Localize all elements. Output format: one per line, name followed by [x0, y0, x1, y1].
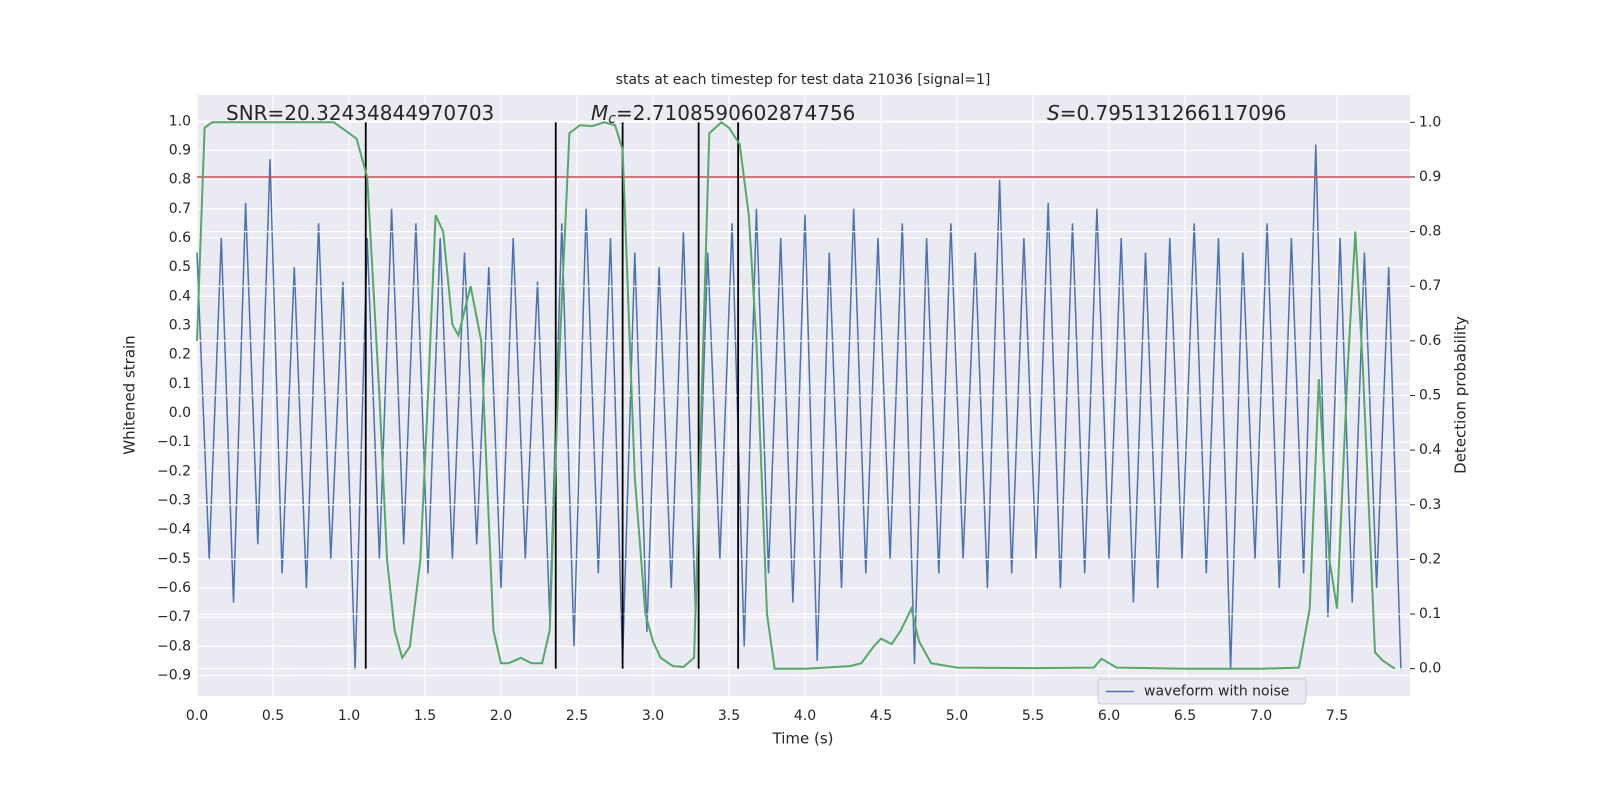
- waveform-line: [196, 144, 1402, 670]
- y-tick-label: −0.9: [157, 668, 191, 684]
- annotation-subscript: c: [608, 111, 616, 127]
- annotation-symbol: S: [1047, 101, 1060, 125]
- y-tick-label: −0.4: [157, 522, 191, 538]
- x-tick-label: 1.5: [414, 708, 436, 724]
- annotation: Mc=2.7108590602874756: [591, 101, 855, 128]
- y-tick-label: −0.2: [157, 463, 191, 479]
- annotation-text: =2.7108590602874756: [616, 101, 855, 125]
- y-tick-label: −0.6: [157, 580, 191, 596]
- y-tick-label: −0.3: [157, 493, 191, 509]
- x-tick-label: 3.0: [642, 708, 664, 724]
- x-tick-label: 3.5: [718, 708, 740, 724]
- x-tick-label: 2.0: [490, 708, 512, 724]
- y-tick-label: 0.2: [169, 347, 191, 363]
- annotation-symbol: M: [591, 101, 608, 125]
- y-tick-label: −0.1: [157, 434, 191, 450]
- legend-label: waveform with noise: [1144, 684, 1289, 700]
- x-axis-label: Time (s): [772, 730, 834, 748]
- x-tick-label: 0.0: [186, 708, 208, 724]
- y2-tick-label: 1.0: [1419, 114, 1441, 130]
- x-tick-label: 5.5: [1022, 708, 1044, 724]
- y-tick-label: 0.4: [169, 288, 191, 304]
- y-tick-label: −0.5: [157, 551, 191, 567]
- x-tick-label: 4.0: [794, 708, 816, 724]
- x-tick-label: 1.0: [338, 708, 360, 724]
- legend-box: [1097, 678, 1307, 705]
- x-tick-label: 6.5: [1174, 708, 1196, 724]
- y2-tick-label: 0.1: [1419, 606, 1441, 622]
- y2-tick-label: 0.5: [1419, 388, 1441, 404]
- chart-title: stats at each timestep for test data 210…: [616, 72, 991, 88]
- x-tick-label: 4.5: [870, 708, 892, 724]
- y2-tick-label: 0.8: [1419, 224, 1441, 240]
- annotation-text: =0.795131266117096: [1060, 101, 1287, 125]
- x-tick-label: 7.0: [1250, 708, 1272, 724]
- x-tick-label: 6.0: [1098, 708, 1120, 724]
- annotation: S=0.795131266117096: [1047, 101, 1286, 125]
- y-tick-label: 1.0: [169, 113, 191, 129]
- y2-tick-label: 0.0: [1419, 661, 1441, 677]
- y-axis-label: Whitened strain: [121, 335, 139, 454]
- y-tick-label: 0.3: [169, 317, 191, 333]
- annotation-text: SNR=20.32434844970703: [226, 101, 494, 125]
- y2-tick-label: 0.2: [1419, 551, 1441, 567]
- y2-tick-label: 0.7: [1419, 278, 1441, 294]
- y2-tick-label: 0.9: [1419, 169, 1441, 185]
- y-tick-label: 0.8: [169, 172, 191, 188]
- x-tick-label: 2.5: [566, 708, 588, 724]
- x-tick-label: 0.5: [262, 708, 284, 724]
- y-tick-label: 0.6: [169, 230, 191, 246]
- y-tick-label: 0.9: [169, 142, 191, 158]
- annotation: SNR=20.32434844970703: [226, 101, 494, 125]
- x-tick-label: 5.0: [946, 708, 968, 724]
- y2-axis-label: Detection probability: [1452, 316, 1470, 474]
- y-tick-label: −0.7: [157, 609, 191, 625]
- y2-tick-label: 0.6: [1419, 333, 1441, 349]
- x-tick-label: 7.5: [1326, 708, 1348, 724]
- y-tick-label: 0.7: [169, 201, 191, 217]
- y2-tick-label: 0.3: [1419, 497, 1441, 513]
- probability-line: [196, 121, 1396, 670]
- y2-tick-label: 0.4: [1419, 442, 1441, 458]
- y-tick-label: 0.5: [169, 259, 191, 275]
- y-tick-label: −0.8: [157, 638, 191, 654]
- y-tick-label: 0.0: [169, 405, 191, 421]
- y-tick-label: 0.1: [169, 376, 191, 392]
